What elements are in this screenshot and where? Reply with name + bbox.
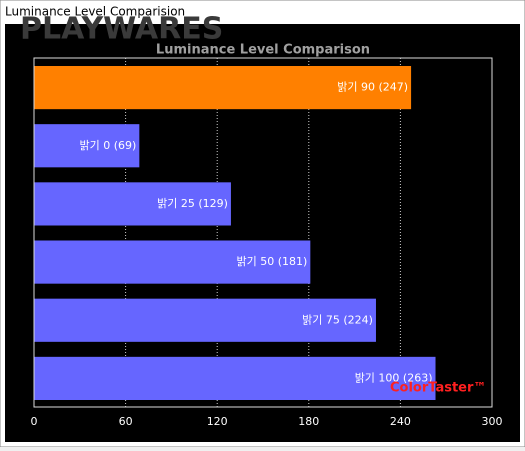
value-label: 밝기 50 (181)	[237, 255, 308, 268]
chart-title: Luminance Level Comparison	[156, 43, 370, 58]
watermark: PLAYWARES	[20, 12, 223, 47]
bar	[34, 182, 231, 226]
x-tick-label: 60	[119, 415, 133, 428]
plot-border	[33, 57, 493, 408]
x-tick-label: 120	[207, 415, 228, 428]
bar	[34, 356, 436, 400]
x-tick-label: 300	[482, 415, 503, 428]
x-tick-label: 0	[31, 415, 38, 428]
x-tick-label: 180	[298, 415, 319, 428]
annotation: ColorTaster™	[390, 381, 486, 396]
value-label: 밝기 0 (69)	[80, 139, 137, 152]
bar	[34, 66, 412, 110]
value-label: 밝기 25 (129)	[157, 197, 228, 210]
bar	[34, 240, 311, 284]
window-title: Luminance Level Comparision	[5, 5, 185, 19]
value-label: 밝기 75 (224)	[302, 313, 373, 326]
x-tick-label: 240	[390, 415, 411, 428]
value-label: 밝기 90 (247)	[337, 81, 408, 94]
bar	[34, 298, 376, 342]
bar	[34, 124, 140, 168]
value-label: 밝기 100 (263)	[355, 371, 433, 384]
